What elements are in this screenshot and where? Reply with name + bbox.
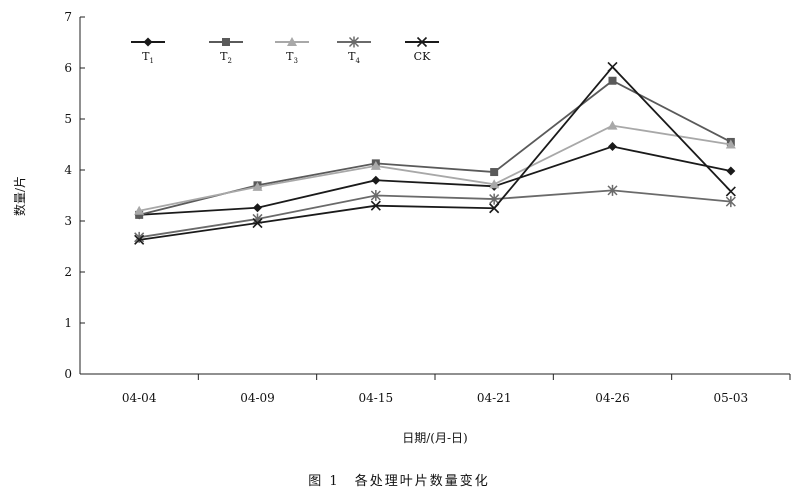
y-tick-label: 7 [64, 10, 72, 24]
x-tick-label: 04-15 [359, 391, 394, 405]
data-point-t3 [370, 160, 381, 170]
data-point-t3 [489, 179, 500, 189]
x-tick-label: 04-21 [477, 391, 512, 405]
data-point-t4 [489, 193, 500, 205]
series-line-t2 [138, 79, 732, 216]
legend-marker [222, 38, 230, 46]
data-point-ck [607, 61, 618, 73]
y-tick-label: 4 [64, 163, 72, 177]
figure-caption: 图 1 各处理叶片数量变化 [308, 474, 490, 489]
legend-label: T1 [142, 50, 154, 65]
data-point-ck [134, 234, 145, 245]
data-point-t3 [134, 205, 145, 215]
data-point-t1 [608, 142, 617, 152]
data-point-ck [489, 203, 500, 214]
data-point-ck [370, 200, 381, 211]
data-point-t4 [607, 184, 618, 196]
data-point-t4 [370, 190, 381, 201]
data-point-ck [252, 217, 263, 229]
legend-label: T3 [286, 50, 298, 65]
legend-item-t3: T3 [275, 37, 309, 65]
y-axis-ticks: 0 1 2 3 4 5 6 7 [64, 10, 85, 381]
y-axis-title: 数量/片 [12, 176, 27, 216]
y-tick-label: 5 [64, 112, 72, 126]
data-point-ck [725, 186, 736, 197]
series-layer [134, 61, 736, 245]
legend: T1 T2 T3 T4 CK [131, 36, 439, 65]
series-line-ck [139, 65, 732, 241]
legend-label: T4 [348, 50, 360, 65]
series-line-t3 [138, 124, 731, 212]
legend-marker [416, 36, 428, 48]
data-point-t1 [371, 175, 381, 185]
data-point-t2 [135, 210, 144, 219]
series-ck [134, 61, 736, 245]
data-point-t3 [725, 139, 736, 149]
y-tick-label: 3 [64, 214, 72, 228]
legend-item-ck: CK [405, 36, 439, 63]
x-tick-label: 05-03 [714, 391, 749, 405]
series-line-t4 [139, 189, 731, 239]
x-axis-title: 日期/(月-日) [402, 431, 467, 445]
x-tick-label: 04-09 [240, 391, 275, 405]
legend-marker [348, 36, 360, 48]
data-point-t3 [252, 181, 263, 191]
x-tick-label: 04-04 [122, 391, 157, 405]
legend-label: T2 [220, 50, 232, 65]
data-point-t3 [607, 120, 618, 130]
legend-marker [287, 37, 297, 46]
y-tick-label: 0 [64, 367, 72, 381]
data-point-t1 [726, 166, 736, 176]
legend-item-t4: T4 [337, 36, 371, 65]
y-tick-label: 6 [64, 61, 72, 75]
legend-marker [143, 37, 153, 47]
legend-item-t2: T2 [209, 38, 243, 65]
data-point-t2 [608, 76, 617, 85]
x-tick-label: 04-26 [595, 391, 630, 405]
y-tick-label: 1 [64, 316, 72, 330]
chart-axes [79, 17, 790, 375]
data-point-t4 [725, 196, 736, 208]
series-line-t1 [139, 145, 732, 216]
data-point-t1 [253, 203, 262, 213]
legend-label: CK [414, 50, 431, 63]
y-tick-label: 2 [64, 265, 72, 279]
series-t3 [134, 120, 736, 215]
data-point-t2 [490, 168, 499, 177]
legend-item-t1: T1 [131, 37, 165, 65]
x-axis-ticks: 04-04 04-09 04-15 04-21 04-26 05-03 [122, 374, 791, 405]
